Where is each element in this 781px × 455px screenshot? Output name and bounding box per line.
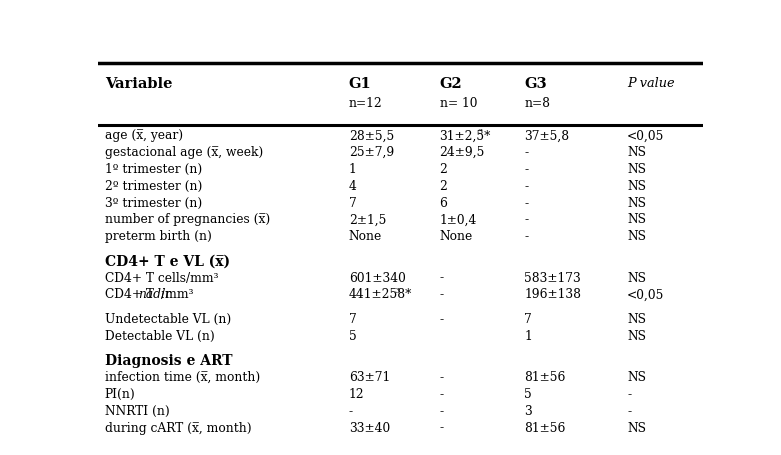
Text: -: - — [440, 405, 444, 418]
Text: 1º trimester (n): 1º trimester (n) — [105, 163, 202, 176]
Text: 3: 3 — [477, 128, 482, 136]
Text: <0,05: <0,05 — [627, 129, 665, 142]
Text: 2: 2 — [440, 180, 448, 193]
Text: 1±0,4: 1±0,4 — [440, 213, 477, 227]
Text: CD4+ T: CD4+ T — [105, 288, 158, 302]
Text: infection time (x̅, month): infection time (x̅, month) — [105, 371, 260, 384]
Text: 12: 12 — [349, 388, 365, 401]
Text: NNRTI (n): NNRTI (n) — [105, 405, 169, 418]
Text: preterm birth (n): preterm birth (n) — [105, 230, 212, 243]
Text: Detectable VL (n): Detectable VL (n) — [105, 330, 215, 343]
Text: -: - — [349, 405, 353, 418]
Text: -: - — [440, 288, 444, 302]
Text: G1: G1 — [349, 77, 372, 91]
Text: 3: 3 — [524, 405, 532, 418]
Text: NS: NS — [627, 230, 646, 243]
Text: 33±40: 33±40 — [349, 422, 390, 435]
Text: during cART (x̅, month): during cART (x̅, month) — [105, 422, 251, 435]
Text: NS: NS — [627, 330, 646, 343]
Text: 63±71: 63±71 — [349, 371, 390, 384]
Text: 583±173: 583±173 — [524, 272, 581, 285]
Text: /mm³: /mm³ — [161, 288, 194, 302]
Text: 81±56: 81±56 — [524, 422, 565, 435]
Text: NS: NS — [627, 163, 646, 176]
Text: 6: 6 — [440, 197, 448, 210]
Text: Undetectable VL (n): Undetectable VL (n) — [105, 313, 231, 326]
Text: 25±7,9: 25±7,9 — [349, 146, 394, 159]
Text: -: - — [627, 388, 631, 401]
Text: age (x̅, year): age (x̅, year) — [105, 129, 183, 142]
Text: gestacional age (x̅, week): gestacional age (x̅, week) — [105, 146, 263, 159]
Text: -: - — [440, 388, 444, 401]
Text: G3: G3 — [524, 77, 547, 91]
Text: n=8: n=8 — [524, 96, 551, 110]
Text: 7: 7 — [349, 197, 357, 210]
Text: NS: NS — [627, 213, 646, 227]
Text: NS: NS — [627, 272, 646, 285]
Text: Diagnosis e ART: Diagnosis e ART — [105, 354, 233, 368]
Text: CD4+ T e VL (x̅): CD4+ T e VL (x̅) — [105, 254, 230, 268]
Text: -: - — [627, 405, 631, 418]
Text: NS: NS — [627, 422, 646, 435]
Text: nadir: nadir — [138, 288, 171, 302]
Text: 1: 1 — [349, 163, 357, 176]
Text: <0,05: <0,05 — [627, 288, 665, 302]
Text: 3º trimester (n): 3º trimester (n) — [105, 197, 202, 210]
Text: 2º trimester (n): 2º trimester (n) — [105, 180, 202, 193]
Text: -: - — [440, 272, 444, 285]
Text: 37±5,8: 37±5,8 — [524, 129, 569, 142]
Text: NS: NS — [627, 180, 646, 193]
Text: -: - — [440, 422, 444, 435]
Text: None: None — [349, 230, 382, 243]
Text: G2: G2 — [440, 77, 462, 91]
Text: P value: P value — [627, 77, 675, 91]
Text: number of pregnancies (x̅): number of pregnancies (x̅) — [105, 213, 270, 227]
Text: 2±1,5: 2±1,5 — [349, 213, 386, 227]
Text: 441±258*: 441±258* — [349, 288, 412, 302]
Text: NS: NS — [627, 197, 646, 210]
Text: -: - — [524, 197, 529, 210]
Text: 81±56: 81±56 — [524, 371, 565, 384]
Text: -: - — [524, 163, 529, 176]
Text: 28±5,5: 28±5,5 — [349, 129, 394, 142]
Text: 24±9,5: 24±9,5 — [440, 146, 485, 159]
Text: n= 10: n= 10 — [440, 96, 477, 110]
Text: NS: NS — [627, 313, 646, 326]
Text: 31±2,5*: 31±2,5* — [440, 129, 491, 142]
Text: 7: 7 — [524, 313, 532, 326]
Text: 2: 2 — [440, 163, 448, 176]
Text: -: - — [524, 213, 529, 227]
Text: n=12: n=12 — [349, 96, 383, 110]
Text: 5: 5 — [524, 388, 532, 401]
Text: 5: 5 — [349, 330, 357, 343]
Text: -: - — [524, 146, 529, 159]
Text: 7: 7 — [349, 313, 357, 326]
Text: -: - — [440, 313, 444, 326]
Text: PI(n): PI(n) — [105, 388, 136, 401]
Text: NS: NS — [627, 371, 646, 384]
Text: 1: 1 — [524, 330, 532, 343]
Text: 4: 4 — [349, 180, 357, 193]
Text: 196±138: 196±138 — [524, 288, 581, 302]
Text: 3: 3 — [395, 287, 400, 295]
Text: -: - — [524, 230, 529, 243]
Text: CD4+ T cells/mm³: CD4+ T cells/mm³ — [105, 272, 219, 285]
Text: Variable: Variable — [105, 77, 173, 91]
Text: NS: NS — [627, 146, 646, 159]
Text: -: - — [440, 371, 444, 384]
Text: None: None — [440, 230, 473, 243]
Text: -: - — [524, 180, 529, 193]
Text: 601±340: 601±340 — [349, 272, 405, 285]
